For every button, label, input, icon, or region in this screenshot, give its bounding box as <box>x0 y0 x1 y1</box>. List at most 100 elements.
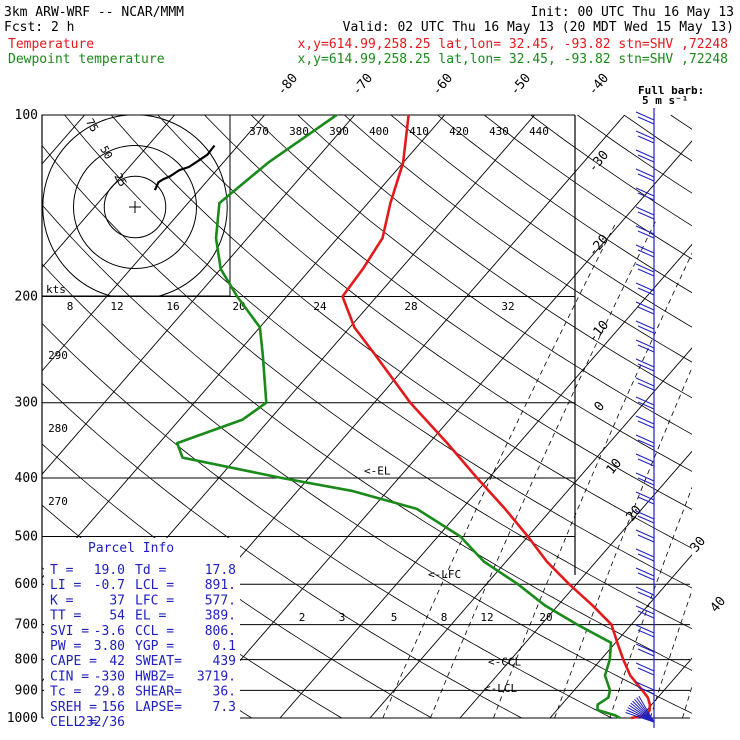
isotherm-line <box>42 115 445 579</box>
mixing-ratio-label: 28 <box>404 300 417 313</box>
wind-barb <box>635 168 655 182</box>
forecast-hour: Fcst: 2 h <box>4 20 74 35</box>
parcel-info-cell: CAPE = <box>50 654 97 669</box>
parcel-info-cell: LI = <box>50 578 81 593</box>
theta-label: 270 <box>48 495 68 508</box>
theta-label: 410 <box>409 125 429 138</box>
parcel-info-cell: 42 <box>109 654 125 669</box>
isotherm-label: 40 <box>708 594 730 616</box>
dry-adiabat <box>64 115 692 589</box>
isotherm-line <box>189 140 692 718</box>
isotherm-label: -70 <box>350 71 377 99</box>
isotherm-label: 0 <box>592 399 609 415</box>
wind-barb <box>635 567 655 581</box>
wind-barb <box>635 662 655 676</box>
wind-barb <box>635 301 655 315</box>
parcel-info-cell: 232/36 <box>78 715 125 730</box>
wind-barb <box>625 712 655 723</box>
parcel-info-cell: LAPSE= <box>135 700 182 715</box>
theta-label: 400 <box>369 125 389 138</box>
dry-adiabat <box>297 115 692 399</box>
barb-legend-line2: 5 m s⁻¹ <box>642 94 688 107</box>
parcel-info-cell: 36. <box>213 685 236 700</box>
wind-barb <box>635 320 655 334</box>
hodograph-ring <box>42 115 228 296</box>
sounding-profiles <box>175 113 652 720</box>
temperature-legend-label: Temperature <box>8 37 94 52</box>
mixing-ratio-line <box>682 684 692 718</box>
wind-barb <box>635 491 655 505</box>
wind-barb <box>635 453 655 467</box>
mixing-ratio-label: 12 <box>480 611 493 624</box>
dry-adiabat <box>42 322 612 718</box>
hodograph-trace <box>153 144 216 191</box>
isotherm-line <box>459 450 692 718</box>
wind-barb <box>635 548 655 562</box>
parcel-info-cell: 806. <box>205 624 236 639</box>
isotherm-label: 30 <box>688 534 710 556</box>
wind-barb <box>635 263 655 277</box>
theta-label: 290 <box>48 349 68 362</box>
mixing-ratio-label: 32 <box>501 300 514 313</box>
pressure-tick-label: 100 <box>15 108 38 123</box>
wind-barb <box>635 643 655 657</box>
wind-barb <box>635 681 655 695</box>
wind-barb <box>635 244 655 258</box>
parcel-info-cell: EL = <box>135 609 166 624</box>
parcel-info-panel: Parcel Info T = 19.0 Td = 17.8 LI = -0.7 LCL = 8… <box>44 538 240 730</box>
parcel-info-cell: Td = <box>135 563 166 578</box>
dry-adiabat <box>344 115 692 363</box>
mixing-ratio-label: 5 <box>391 611 398 624</box>
mixing-ratio-line <box>430 221 656 718</box>
dry-adiabat <box>437 115 692 294</box>
parcel-info-cell: YGP = <box>135 639 174 654</box>
hodograph-ring-label: 50 <box>97 144 115 162</box>
theta-label: 430 <box>489 125 509 138</box>
level-marker: <-EL <box>364 465 391 478</box>
theta-label: 280 <box>48 422 68 435</box>
wind-barb <box>635 415 655 429</box>
mixing-ratio-line <box>649 589 692 718</box>
wind-barb <box>635 111 655 125</box>
parcel-info-cell: CIN = <box>50 669 89 684</box>
isotherm-line <box>42 115 175 269</box>
isotherm-label: -60 <box>430 71 457 99</box>
wind-barb <box>635 434 655 448</box>
valid-time: Valid: 02 UTC Thu 16 May 13 (20 MDT Wed … <box>343 20 734 35</box>
dewpoint-legend-location: x,y=614.99,258.25 lat,lon= 32.45, -93.82… <box>298 52 728 67</box>
parcel-info-cell: K = <box>50 593 74 608</box>
isotherm-label: 10 <box>604 456 626 478</box>
pressure-tick-label: 600 <box>15 577 38 592</box>
wind-barb <box>635 130 655 144</box>
parcel-info-cell: 439 <box>213 654 236 669</box>
theta-label: 370 <box>249 125 269 138</box>
dry-adiabat <box>390 115 692 328</box>
dry-adiabat <box>42 204 692 671</box>
wind-barb <box>635 586 655 600</box>
parcel-info-cell: -330 <box>94 669 125 684</box>
mixing-ratio-label: 20 <box>539 611 552 624</box>
level-marker: <-CCL <box>488 656 521 669</box>
mixing-ratio-label: 8 <box>67 300 74 313</box>
isotherm-line <box>42 115 355 476</box>
wind-barb <box>635 472 655 486</box>
mixing-ratio-label: 8 <box>441 611 448 624</box>
wind-barb <box>635 187 655 201</box>
parcel-info-cell: Tc = <box>50 685 81 700</box>
dry-adiabat <box>42 382 522 718</box>
parcel-info-cell: 3.80 <box>94 639 125 654</box>
dry-adiabat <box>670 115 692 130</box>
model-title: 3km ARW-WRF -- NCAR/MMM <box>4 5 184 20</box>
mixing-ratio-line <box>609 486 692 718</box>
isotherm-label: -80 <box>275 71 302 99</box>
parcel-info-cell: PW = <box>50 639 81 654</box>
parcel-info-cell: LFC = <box>135 593 174 608</box>
wind-barb <box>635 206 655 220</box>
parcel-info-cell: 891. <box>205 578 236 593</box>
theta-label: 420 <box>449 125 469 138</box>
pressure-tick-label: 300 <box>15 396 38 411</box>
wind-barb <box>635 358 655 372</box>
parcel-info-cell: CELL = <box>50 715 97 730</box>
hodograph-ring <box>73 145 197 269</box>
wind-barb <box>635 624 655 638</box>
